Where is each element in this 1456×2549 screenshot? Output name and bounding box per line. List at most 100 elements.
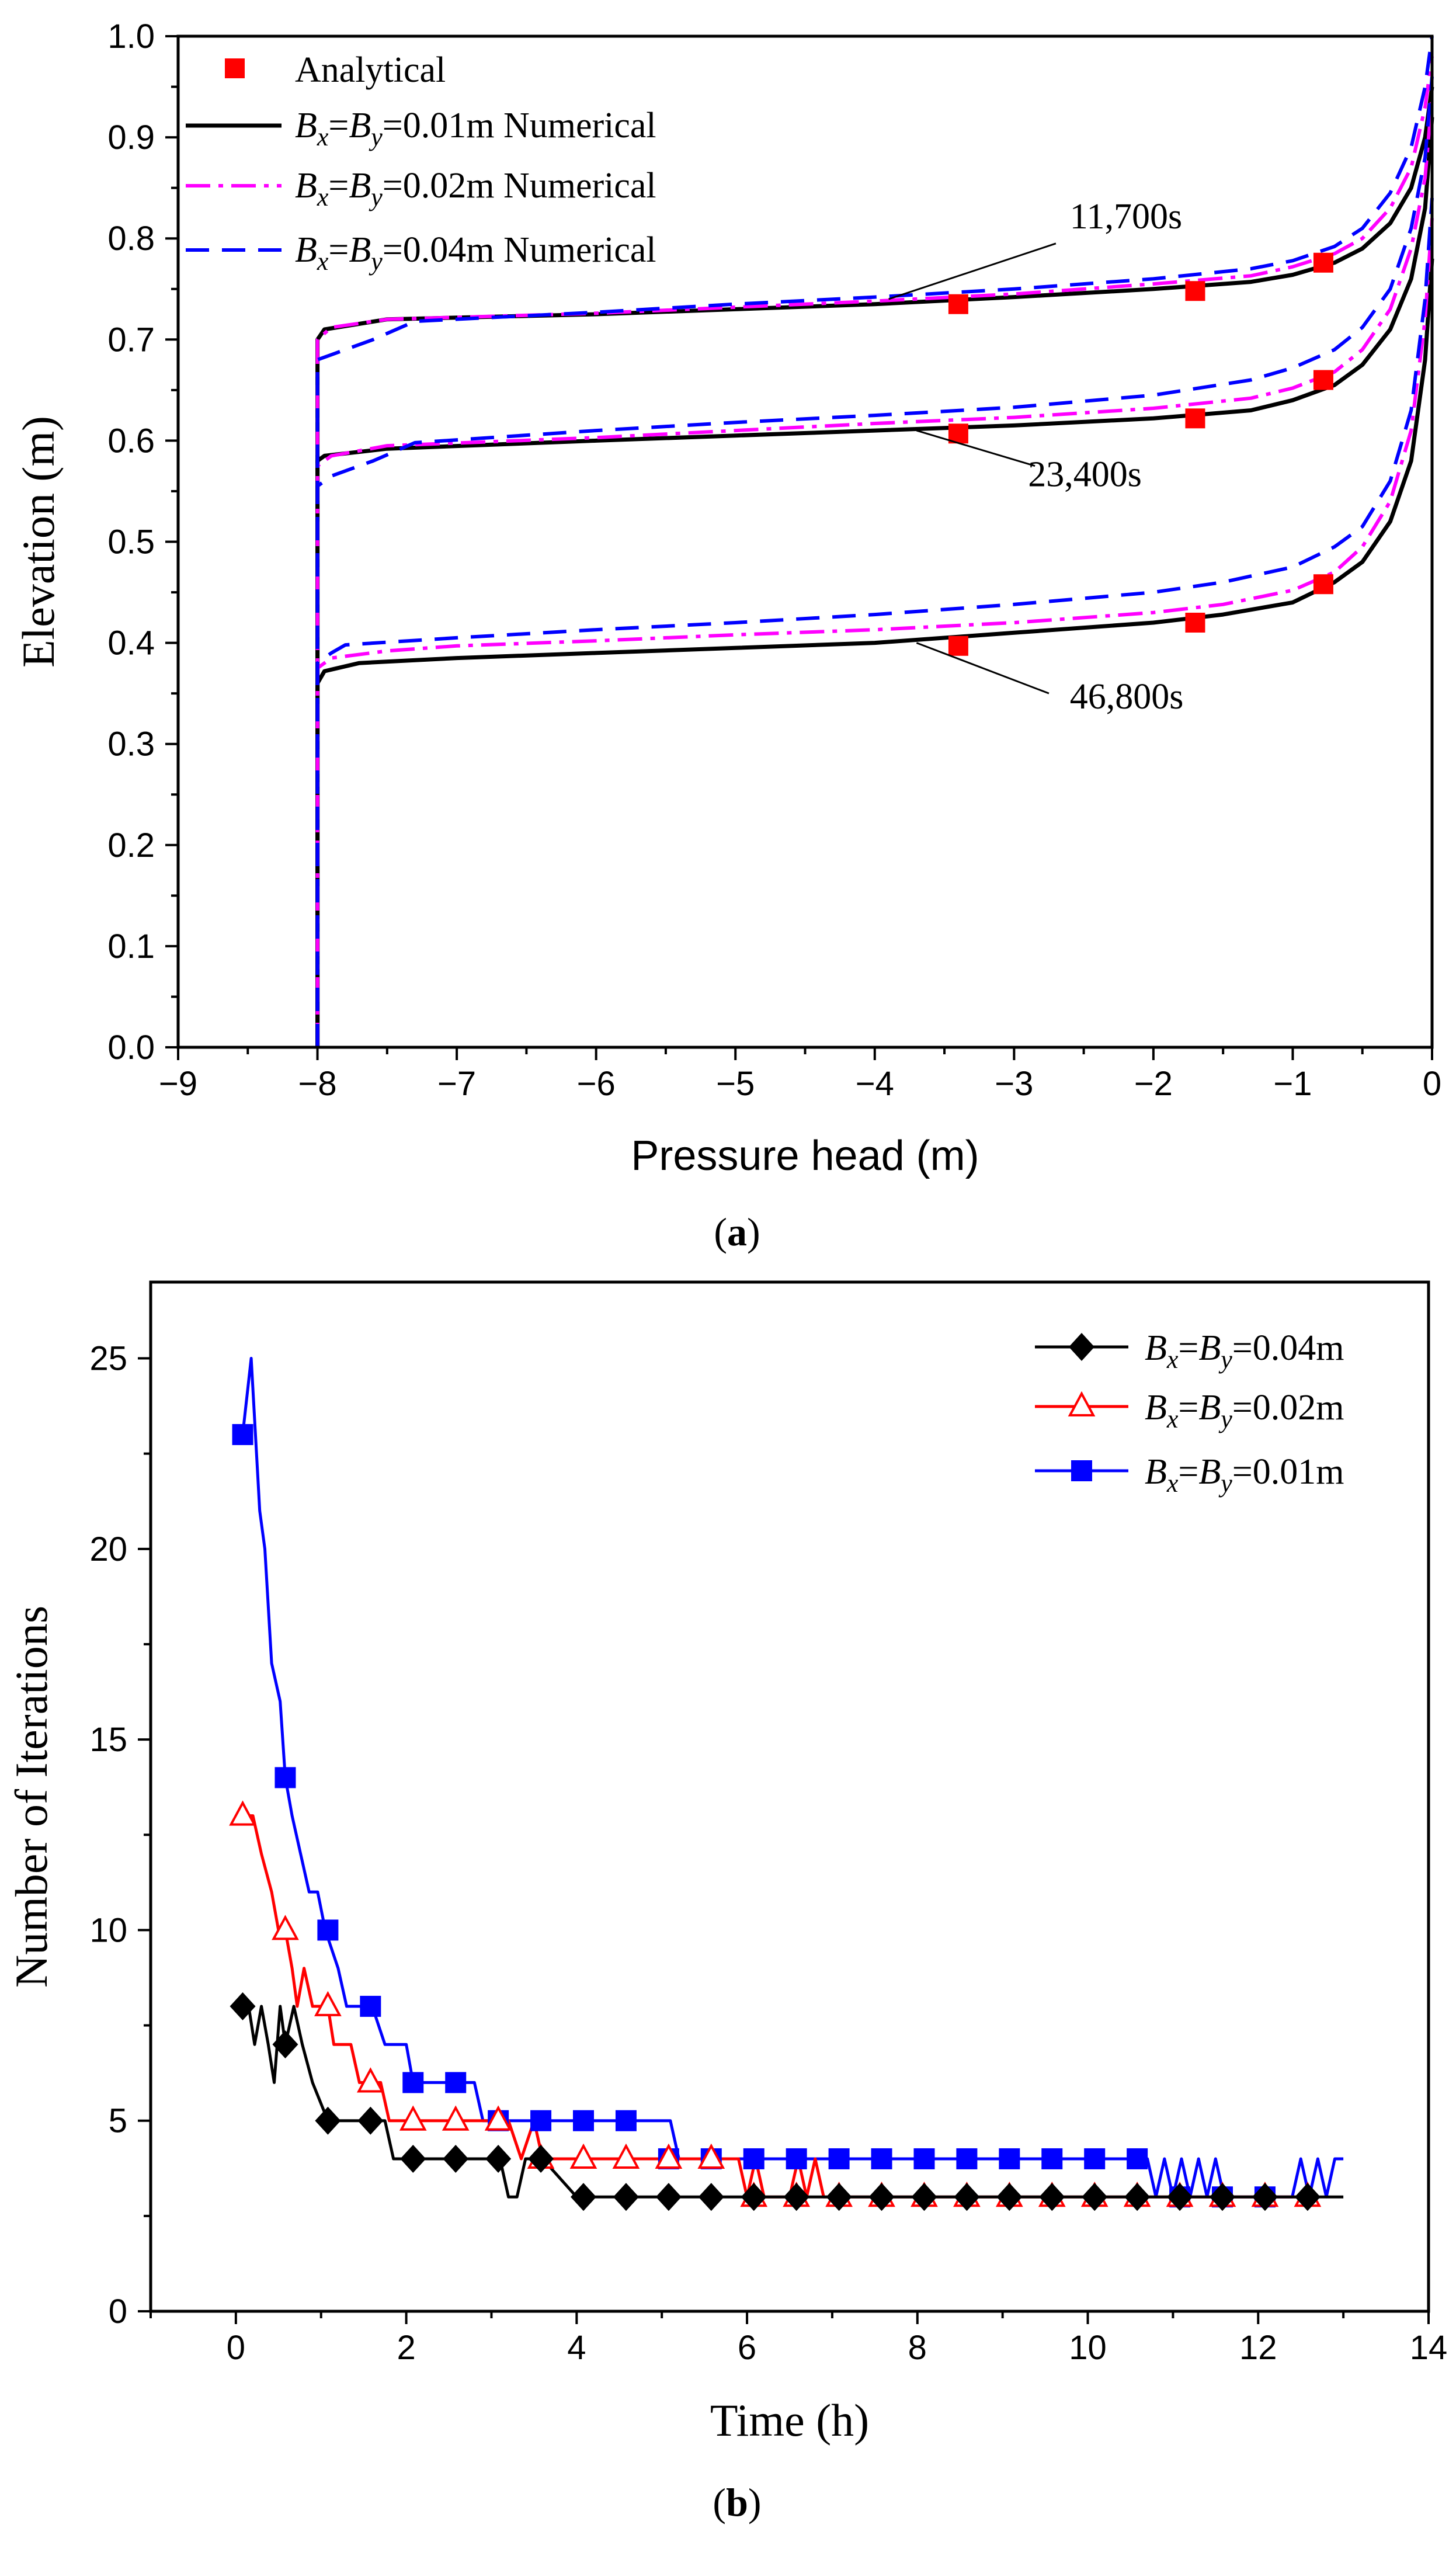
panel-b-point-b004 (571, 2183, 597, 2211)
panel-a-y-tick-label: 0.6 (107, 422, 155, 460)
panel-b-plot-frame (149, 1280, 1430, 2313)
legend-b001-label: Bx=By=0.01m (1145, 1452, 1344, 1498)
panel-b-y-tick-label: 0 (109, 2293, 127, 2331)
panel-b-legend: Bx=By=0.04m Bx=By=0.02m Bx=By=0.01m (1035, 1328, 1344, 1498)
panel-a-line-num001-2 (315, 258, 1434, 1047)
panel-b-caption-letter: b (726, 2480, 748, 2524)
panel-b-point-b001 (1127, 2148, 1148, 2169)
panel-a-series-layer (315, 36, 1434, 1047)
panel-b-x-tick-label: 12 (1239, 2329, 1277, 2367)
panel-b-point-b001 (615, 2110, 637, 2131)
panel-a-annotation-label: 11,700s (1070, 197, 1182, 237)
panel-b-point-b001 (999, 2148, 1020, 2169)
panel-b-point-b002 (229, 1800, 256, 1826)
panel-b-x-tick-label: 8 (908, 2329, 927, 2367)
panel-b-y-axis-label: Number of Iterations (6, 1606, 57, 1988)
panel-b-point-b004 (443, 2144, 469, 2173)
panel-a-analytical-point (1185, 408, 1205, 429)
panel-a-y-tick-label: 1.0 (107, 18, 155, 55)
panel-b-line-b002 (242, 1814, 1309, 2199)
panel-b-point-b002 (314, 1991, 342, 2016)
panel-b-y-tick-label: 15 (89, 1721, 127, 1759)
panel-a-y-axis-label: Elevation (m) (13, 416, 64, 668)
panel-b-point-b004 (1210, 2183, 1236, 2211)
panel-a-analytical-point (1185, 281, 1205, 301)
panel-a-y-tick-label: 0.9 (107, 119, 155, 157)
panel-b-point-b004 (868, 2183, 895, 2211)
panel-b-point-b002 (697, 2143, 725, 2169)
panel-b-x-tick-label: 4 (567, 2329, 586, 2367)
panel-b-x-tick-label: 0 (227, 2329, 245, 2367)
panel-a-x-tick-label: −5 (716, 1065, 755, 1103)
panel-a-x-tick-label: −9 (159, 1065, 197, 1103)
panel-b-y-tick-label: 25 (89, 1340, 127, 1378)
panel-b-point-b001 (232, 1424, 253, 1446)
panel-a-annotation-leader (888, 242, 1057, 300)
panel-a-caption: (a) (714, 1210, 760, 1254)
panel-b-point-b002 (356, 2067, 384, 2093)
legend-b004-marker (1069, 1333, 1094, 1361)
legend-b002-label: Bx=By=0.02m (1145, 1388, 1344, 1433)
panel-a-legend: Analytical Bx=By=0.01m Numerical Bx=By=0.0… (186, 50, 656, 276)
panel-a-analytical-point (948, 635, 968, 656)
panel-b-x-tick-label: 10 (1069, 2329, 1107, 2367)
panel-b-point-b004 (315, 2106, 341, 2135)
panel-b-point-b004 (698, 2183, 724, 2211)
panel-b-point-b004 (954, 2183, 980, 2211)
panel-b-x-tick-label: 6 (738, 2329, 756, 2367)
panel-b-point-b002 (442, 2105, 470, 2131)
panel-b-point-b004 (826, 2183, 852, 2211)
panel-b-point-b004 (1124, 2183, 1151, 2211)
panel-b-point-b002 (272, 1915, 299, 1940)
panel-b-point-b001 (445, 2072, 467, 2093)
panel-b-point-b001 (317, 1919, 339, 1941)
panel-b-point-b004 (272, 2030, 298, 2059)
panel-b-point-b001 (913, 2148, 935, 2169)
panel-a-x-tick-label: −6 (577, 1065, 616, 1103)
panel-a-line-num002-0 (315, 56, 1434, 1047)
panel-b-point-b004 (911, 2183, 937, 2211)
panel-b-ticks: 0 2 4 6 8 10 12 14 0 5 10 15 20 25 (89, 1340, 1447, 2367)
panel-a-line-num001-0 (315, 86, 1434, 1047)
panel-b-x-axis-label: Time (h) (710, 2395, 869, 2446)
panel-b-point-b004 (613, 2183, 639, 2211)
panel-b-point-b002 (612, 2143, 640, 2169)
panel-b-point-b004 (1252, 2183, 1278, 2211)
panel-b-point-b002 (399, 2105, 427, 2131)
panel-a-x-axis-label: Pressure head (m) (631, 1133, 979, 1179)
panel-a-y-tick-label: 0.7 (107, 321, 155, 359)
panel-b-point-b001 (828, 2148, 850, 2169)
panel-a-analytical-point (1313, 574, 1333, 595)
panel-b-point-b001 (573, 2110, 595, 2131)
panel-b-point-b002 (569, 2143, 597, 2169)
panel-a-line-num001-1 (315, 117, 1434, 1047)
panel-b-y-tick-label: 5 (109, 2102, 127, 2140)
panel-b-point-b004 (741, 2183, 767, 2211)
panel-b-point-b002 (484, 2105, 512, 2131)
panel-a-x-tick-label: 0 (1423, 1065, 1441, 1103)
panel-b-point-b004 (528, 2144, 554, 2173)
legend-b004-label: Bx=By=0.04m (1145, 1328, 1344, 1374)
panel-b-point-b001 (402, 2072, 424, 2093)
panel-b-y-tick-label: 10 (89, 1911, 127, 1949)
panel-a-line-num002-1 (315, 96, 1434, 1047)
panel-a-x-tick-label: −7 (437, 1065, 476, 1103)
legend-b002-marker (1068, 1391, 1096, 1416)
panel-b-point-b001 (530, 2110, 552, 2131)
panel-a-y-tick-label: 0.0 (107, 1029, 155, 1067)
panel-b-y-tick-label: 20 (89, 1530, 127, 1568)
panel-b-x-tick-label: 14 (1410, 2329, 1448, 2367)
panel-b-point-b001 (743, 2148, 765, 2169)
panel-b-point-b001 (956, 2148, 978, 2169)
legend-num002-label: Bx=By=0.02m Numerical (295, 166, 656, 211)
panel-a-caption-letter: a (727, 1210, 747, 1254)
panel-b-point-b004 (1294, 2183, 1321, 2211)
panel-a-annotation-leader (916, 429, 1035, 467)
panel-a-y-tick-label: 0.5 (107, 523, 155, 561)
panel-b-point-b004 (783, 2183, 809, 2211)
panel-b-caption: (b) (713, 2480, 761, 2524)
panel-b-point-b001 (871, 2148, 892, 2169)
panel-a-y-tick-label: 0.2 (107, 826, 155, 864)
panel-b-point-b004 (230, 1992, 256, 2020)
